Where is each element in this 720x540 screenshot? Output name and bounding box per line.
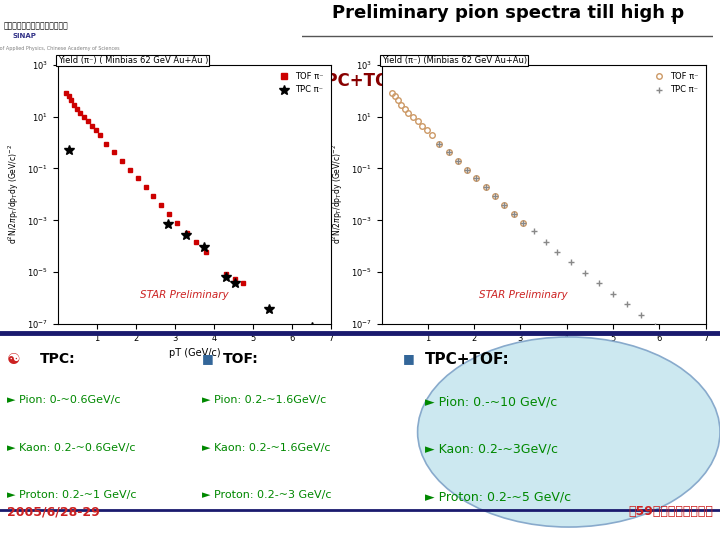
Text: TPC+TOF:: TPC+TOF: <box>425 352 510 367</box>
Text: ► Proton: 0.2-~5 GeV/c: ► Proton: 0.2-~5 GeV/c <box>425 490 571 503</box>
Ellipse shape <box>418 337 720 527</box>
Text: Yield (π⁻) (Minbias 62 GeV Au+Au): Yield (π⁻) (Minbias 62 GeV Au+Au) <box>382 56 527 65</box>
Y-axis label: d$^2$N/2$\pi$p$_T$/dp$_T$dy (GeV/c)$^{-2}$: d$^2$N/2$\pi$p$_T$/dp$_T$dy (GeV/c)$^{-2… <box>331 144 346 245</box>
Text: TPC+TOF:: TPC+TOF: <box>315 72 407 90</box>
Y-axis label: d$^2$N/2$\pi$p$_T$/dp$_T$dy (GeV/c)$^{-2}$: d$^2$N/2$\pi$p$_T$/dp$_T$dy (GeV/c)$^{-2… <box>7 144 22 245</box>
Text: ► Pion: 0-~0.6GeV/c: ► Pion: 0-~0.6GeV/c <box>7 395 121 406</box>
Text: TOF:: TOF: <box>223 352 259 366</box>
Text: Shanghai Institute of Applied Physics, Chinese Academy of Sciences: Shanghai Institute of Applied Physics, C… <box>0 46 120 51</box>
Text: ► Kaon: 0.2-~1.6GeV/c: ► Kaon: 0.2-~1.6GeV/c <box>202 443 330 453</box>
Text: ■: ■ <box>403 352 415 365</box>
Text: STAR Preliminary: STAR Preliminary <box>140 290 228 300</box>
Text: ► Kaon: 0.2-~3GeV/c: ► Kaon: 0.2-~3GeV/c <box>425 443 558 456</box>
Text: ► Proton: 0.2-~1 GeV/c: ► Proton: 0.2-~1 GeV/c <box>7 490 137 501</box>
Text: ■: ■ <box>202 352 213 365</box>
Text: 第59届东方论坛，上海: 第59届东方论坛，上海 <box>628 505 713 518</box>
Text: ► Proton: 0.2-~3 GeV/c: ► Proton: 0.2-~3 GeV/c <box>202 490 331 501</box>
Text: 中国科学院上海应用物理研究所: 中国科学院上海应用物理研究所 <box>4 22 68 30</box>
Legend: TOF π⁻, TPC π⁻: TOF π⁻, TPC π⁻ <box>273 69 327 98</box>
Text: Preliminary pion spectra till high p: Preliminary pion spectra till high p <box>331 4 684 22</box>
Text: TPC:: TPC: <box>40 352 75 366</box>
Text: ► Pion: 0.2-~1.6GeV/c: ► Pion: 0.2-~1.6GeV/c <box>202 395 326 406</box>
Text: Yield (π⁻) ( Minbias 62 GeV Au+Au ): Yield (π⁻) ( Minbias 62 GeV Au+Au ) <box>58 56 208 65</box>
Text: T: T <box>670 16 678 26</box>
Text: ► Pion: 0.-~10 GeV/c: ► Pion: 0.-~10 GeV/c <box>425 395 557 408</box>
Legend: TOF π⁻, TPC π⁻: TOF π⁻, TPC π⁻ <box>647 69 701 98</box>
X-axis label: pT (GeV/c): pT (GeV/c) <box>518 348 570 358</box>
Text: 2005/6/28-29: 2005/6/28-29 <box>7 505 100 518</box>
Text: SINAP: SINAP <box>12 32 36 39</box>
X-axis label: pT (GeV/c): pT (GeV/c) <box>168 348 220 358</box>
Text: ☯: ☯ <box>7 352 21 367</box>
Text: ► Kaon: 0.2-~0.6GeV/c: ► Kaon: 0.2-~0.6GeV/c <box>7 443 135 453</box>
Text: STAR Preliminary: STAR Preliminary <box>479 290 567 300</box>
